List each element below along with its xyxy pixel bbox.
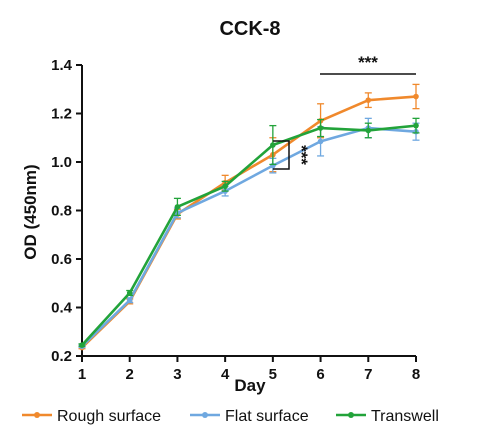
y-tick-label: 1.4	[51, 57, 73, 74]
legend: Rough surface Flat surface Transwell	[22, 408, 439, 425]
data-point	[126, 297, 133, 304]
data-point	[413, 93, 419, 100]
data-point	[413, 122, 419, 129]
significance-bracket-days-6-8: ***	[320, 53, 416, 75]
series-line	[81, 126, 417, 348]
legend-item-flat-surface: Flat surface	[190, 408, 309, 425]
series-flat-surface	[78, 117, 420, 350]
chart-title: CCK-8	[219, 18, 280, 40]
legend-swatch-point	[34, 412, 40, 418]
x-tick-label: 3	[173, 366, 181, 383]
y-tick-label: 0.6	[51, 251, 72, 268]
data-point	[365, 97, 372, 103]
y-tick-label: 1.2	[51, 106, 72, 123]
y-tick-label: 0.8	[51, 203, 72, 220]
x-tick-label: 8	[412, 366, 420, 383]
legend-label: Rough surface	[57, 408, 161, 425]
legend-label: Flat surface	[225, 408, 309, 425]
series-line	[81, 95, 417, 349]
y-tick-label: 0.2	[51, 348, 72, 365]
significance-bracket-day-5: ***	[273, 140, 311, 170]
data-point	[317, 125, 324, 131]
x-tick-label: 2	[126, 366, 134, 383]
legend-swatch-point	[348, 412, 354, 418]
data-point	[174, 204, 181, 210]
significance-label-days-6-8: ***	[358, 53, 378, 72]
legend-swatch-point	[202, 412, 208, 418]
data-point	[317, 138, 324, 145]
x-axis-label: Day	[234, 376, 266, 395]
y-tick-label: 1.0	[51, 154, 72, 171]
x-tick-label: 6	[316, 366, 324, 383]
legend-item-rough-surface: Rough surface	[22, 408, 161, 425]
series-layer	[78, 83, 420, 351]
y-tick-label: 0.4	[51, 300, 73, 317]
data-point	[270, 142, 276, 148]
data-point	[126, 290, 133, 296]
x-ticks: 1 2 3 4 5 6 7 8	[78, 356, 420, 383]
y-ticks: 0.2 0.4 0.6 0.8 1.0 1.2 1.4	[51, 57, 82, 365]
x-tick-label: 5	[269, 366, 277, 383]
significance-label-day-5: ***	[292, 145, 311, 165]
legend-item-transwell: Transwell	[336, 408, 439, 425]
y-axis-label: OD (450nm)	[21, 164, 40, 259]
legend-label: Transwell	[371, 408, 439, 425]
series-transwell	[78, 117, 420, 348]
data-point	[365, 127, 372, 134]
series-line	[81, 124, 417, 346]
x-tick-label: 7	[364, 366, 372, 383]
data-point	[222, 183, 228, 190]
x-tick-label: 4	[221, 366, 230, 383]
x-tick-label: 1	[78, 366, 86, 383]
data-point	[79, 342, 85, 348]
